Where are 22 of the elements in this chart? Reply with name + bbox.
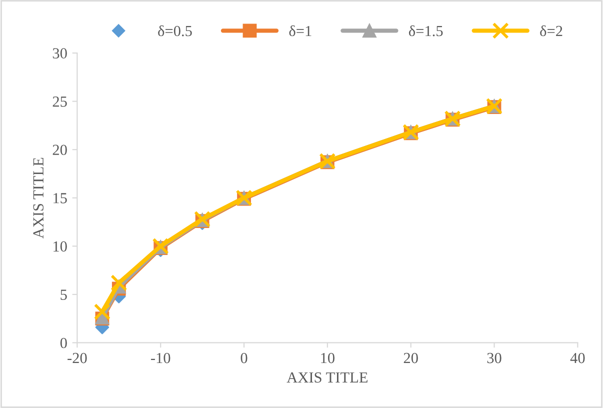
point — [94, 303, 111, 320]
y-tick-label: 10 — [54, 241, 67, 252]
x-tick-label: 0 — [240, 352, 248, 364]
point — [110, 274, 128, 292]
y-tick-label: 30 — [52, 48, 67, 58]
x-tick-label: 40 — [570, 352, 585, 364]
x-tick-label: 30 — [487, 352, 502, 364]
y-tick-label: 0 — [60, 338, 67, 348]
legend-label: δ=1.5 — [408, 25, 443, 36]
legend-label: δ=2 — [540, 25, 562, 36]
y-tick-label: 25 — [52, 96, 67, 107]
x-tick-label: 20 — [404, 352, 418, 364]
x-tick-label: 10 — [321, 352, 334, 364]
x-tick-label: -20 — [68, 352, 87, 364]
legend-label: δ=0.5 — [158, 25, 192, 36]
y-tick-label: 5 — [60, 290, 67, 300]
y-axis-title: AXIS TITLE — [33, 158, 44, 239]
y-tick-label: 15 — [54, 193, 67, 204]
y-tick-label: 20 — [52, 144, 67, 156]
x-tick-label: -10 — [150, 352, 170, 364]
x-axis-title: AXIS TITLE — [286, 372, 368, 383]
legend-label: δ=1 — [289, 25, 312, 36]
